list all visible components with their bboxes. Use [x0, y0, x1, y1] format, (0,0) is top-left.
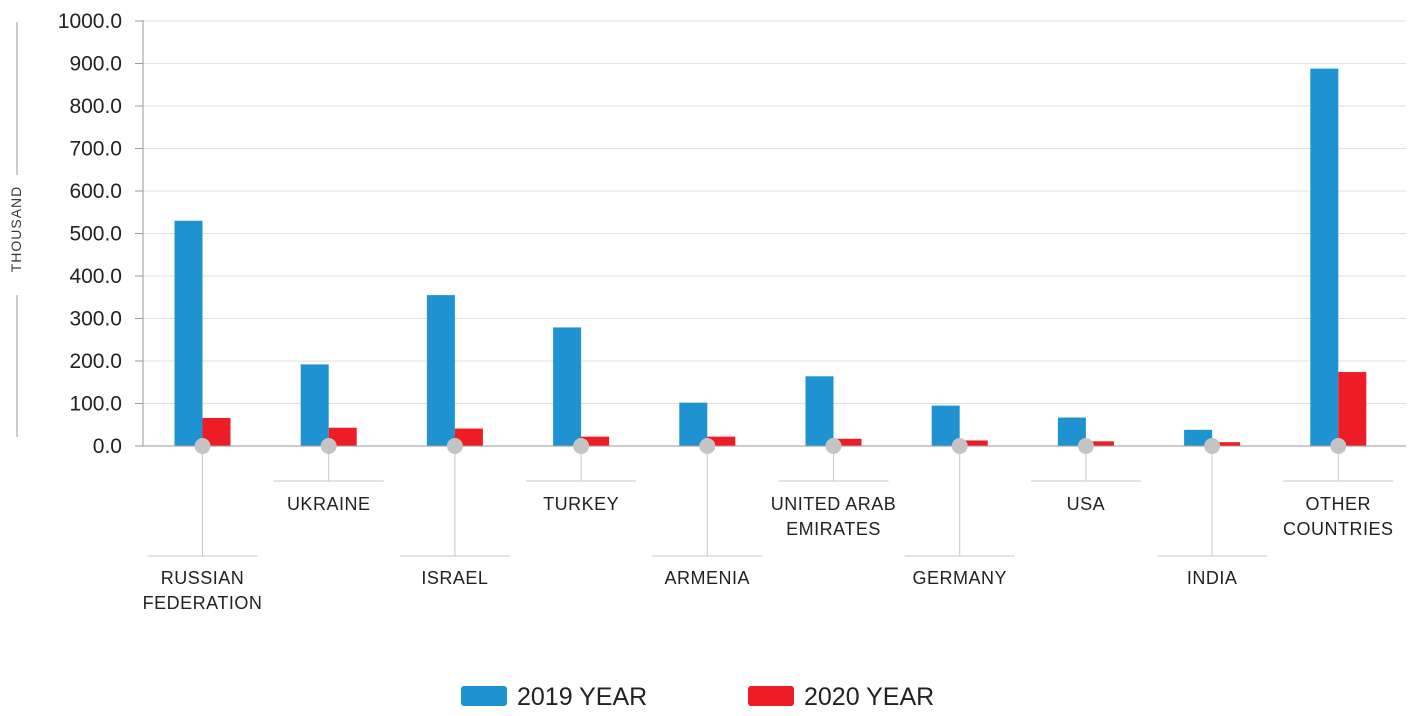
- y-tick-label: 500.0: [69, 223, 122, 246]
- x-category-label: FEDERATION: [143, 593, 263, 613]
- category-marker-dot: [194, 438, 211, 454]
- x-category-label: INDIA: [1187, 568, 1238, 588]
- y-tick-label: 0.0: [93, 435, 122, 458]
- x-category-label: UKRAINE: [287, 494, 371, 514]
- bar-2019: [553, 327, 582, 446]
- x-axis-categories: RUSSIAN FEDERATION UKRAINE ISRAEL TURKEY ARME…: [143, 438, 1394, 613]
- x-category-label: USA: [1067, 494, 1106, 514]
- category-marker-dot: [699, 438, 716, 454]
- x-category-label: COUNTRIES: [1283, 519, 1394, 539]
- axes: [142, 20, 1406, 447]
- y-tick-label: 200.0: [69, 350, 122, 373]
- bars: [174, 68, 1367, 446]
- x-category-label: RUSSIAN: [161, 568, 245, 588]
- y-axis-title: THOUSAND: [8, 186, 24, 273]
- bar-2019: [1184, 429, 1213, 446]
- bar-2019: [300, 364, 329, 446]
- legend-label-2020: 2020 YEAR: [804, 683, 934, 711]
- y-tick-label: 700.0: [69, 138, 122, 161]
- bar-2019: [679, 402, 708, 446]
- bar-2020: [707, 436, 736, 446]
- legend-swatch-2019: [461, 686, 507, 706]
- bar-2019: [174, 220, 203, 446]
- y-tick-label: 100.0: [69, 393, 122, 416]
- bar-2020: [581, 436, 610, 446]
- bar-2020: [1338, 372, 1367, 446]
- bar-2020: [328, 427, 357, 446]
- category-marker-dot: [1077, 438, 1094, 454]
- legend: 2019 YEAR 2020 YEAR: [461, 683, 934, 711]
- bar-2019: [1310, 68, 1339, 446]
- category-marker-dot: [951, 438, 968, 454]
- y-tick-label: 300.0: [69, 308, 122, 331]
- y-tick-label: 800.0: [69, 95, 122, 118]
- category-marker-dot: [1330, 438, 1347, 454]
- bar-2020: [833, 438, 862, 446]
- bar-2020: [959, 440, 988, 446]
- category-marker-dot: [320, 438, 337, 454]
- x-category-label: ISRAEL: [421, 568, 488, 588]
- bar-2020: [1085, 441, 1114, 446]
- bar-2020: [454, 428, 483, 446]
- y-axis-title-group: THOUSAND: [8, 22, 24, 437]
- x-category-label: ARMENIA: [665, 568, 751, 588]
- y-tick-label: 400.0: [69, 265, 122, 288]
- category-marker-dot: [1204, 438, 1221, 454]
- legend-label-2019: 2019 YEAR: [517, 683, 647, 711]
- y-tick-label: 1000.0: [58, 10, 122, 33]
- x-category-label: UNITED ARAB: [771, 494, 897, 514]
- bar-2019: [426, 295, 455, 446]
- x-category-label: GERMANY: [912, 568, 1007, 588]
- y-tick-label: 600.0: [69, 180, 122, 203]
- legend-swatch-2020: [748, 686, 794, 706]
- grid-lines: [143, 20, 1406, 404]
- x-category-label: EMIRATES: [786, 519, 881, 539]
- y-tick-label: 900.0: [69, 53, 122, 76]
- y-axis-ticks: 0.0 100.0 200.0 300.0 400.0 500.0 600.0 700.0 80…: [58, 10, 143, 458]
- category-marker-dot: [825, 438, 842, 454]
- category-marker-dot: [573, 438, 590, 454]
- bar-2019: [931, 405, 960, 446]
- bar-2020: [1212, 442, 1241, 446]
- category-marker-dot: [446, 438, 463, 454]
- bar-2019: [805, 376, 834, 446]
- x-category-label: OTHER: [1306, 494, 1372, 514]
- x-category-label: TURKEY: [543, 494, 619, 514]
